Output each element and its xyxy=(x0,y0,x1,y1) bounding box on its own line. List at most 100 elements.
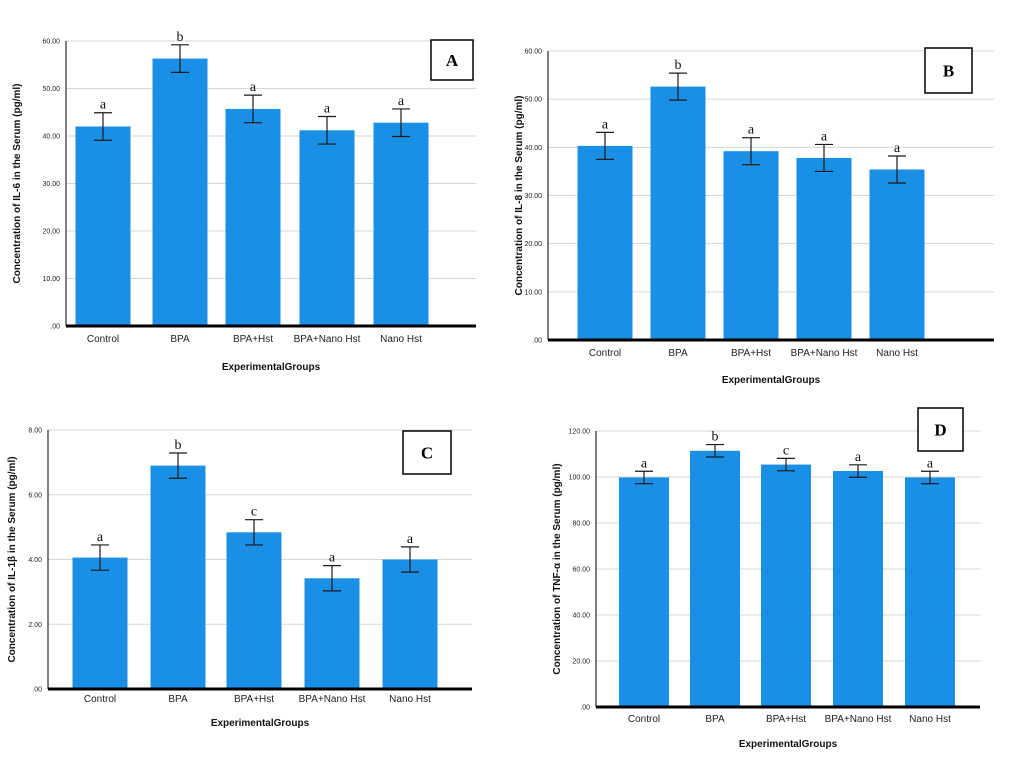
y-tick-label: 60.00 xyxy=(42,39,60,46)
category-label: Nano Hst xyxy=(380,334,422,345)
bar-4 xyxy=(869,169,925,340)
y-axis-title: Concentration of TNF-α in the Serum (pg/… xyxy=(552,463,563,674)
category-label: Control xyxy=(87,334,119,345)
x-axis-title: ExperimentalGroups xyxy=(222,362,321,373)
category-label: BPA+Hst xyxy=(233,334,273,345)
y-axis-title: Concentration of IL-1β in the Serum (pg/… xyxy=(7,456,18,662)
y-tick-label: 10.00 xyxy=(524,289,542,296)
bar-3 xyxy=(299,130,355,326)
category-label: Nano Hst xyxy=(389,694,431,705)
significance-label: a xyxy=(855,450,862,465)
y-tick-label: 20.00 xyxy=(42,229,60,236)
significance-label: a xyxy=(602,117,609,132)
panel-letter: B xyxy=(943,62,954,81)
y-tick-label: 50.00 xyxy=(42,86,60,93)
bar-0 xyxy=(619,477,669,707)
significance-label: b xyxy=(675,58,682,73)
y-tick-label: 60.00 xyxy=(572,567,590,574)
bar-3 xyxy=(833,471,883,707)
bar-1 xyxy=(152,58,208,326)
chart-panel-a: .00 10.00 20.00 30.00 40.00 50.00 60.00 a Contro… xyxy=(12,30,476,373)
category-label: BPA+Nano Hst xyxy=(825,714,892,725)
category-label: BPA xyxy=(170,334,190,345)
y-tick-label: .00 xyxy=(580,705,590,712)
y-tick-label: .00 xyxy=(532,338,542,345)
bar-4 xyxy=(905,477,955,707)
significance-label: a xyxy=(821,129,828,144)
significance-label: a xyxy=(329,551,336,566)
x-axis-title: ExperimentalGroups xyxy=(211,718,310,729)
category-label: BPA xyxy=(705,714,725,725)
category-label: BPA xyxy=(668,348,688,359)
y-tick-label: 30.00 xyxy=(42,181,60,188)
y-tick-label: 40.00 xyxy=(42,134,60,141)
significance-label: a xyxy=(100,98,107,113)
chart-panel-c: .00 2.00 4.00 6.00 8.00 a Control b BPA c BPA+Hst a… xyxy=(7,428,472,729)
y-tick-label: 60.00 xyxy=(524,49,542,56)
category-label: Nano Hst xyxy=(876,348,918,359)
significance-label: b xyxy=(175,438,182,453)
category-label: Control xyxy=(84,694,116,705)
y-tick-label: 20.00 xyxy=(572,659,590,666)
x-axis-title: ExperimentalGroups xyxy=(739,739,838,750)
y-axis-title: Concentration of IL-6 in the Serum (pg/m… xyxy=(12,84,23,284)
panel-letter-box xyxy=(430,39,474,81)
y-tick-label: 20.00 xyxy=(524,241,542,248)
category-label: BPA+Nano Hst xyxy=(791,348,858,359)
bar-3 xyxy=(796,157,852,340)
bar-4 xyxy=(382,559,438,689)
y-tick-label: 80.00 xyxy=(572,521,590,528)
panel-letter-box xyxy=(917,407,964,452)
category-label: BPA+Nano Hst xyxy=(294,334,361,345)
category-label: BPA xyxy=(168,694,188,705)
y-tick-label: .00 xyxy=(32,687,42,694)
bar-2 xyxy=(761,464,811,707)
y-tick-label: 2.00 xyxy=(28,622,42,629)
significance-label: a xyxy=(324,102,331,117)
category-label: BPA+Hst xyxy=(766,714,806,725)
category-label: Control xyxy=(589,348,621,359)
y-tick-label: 40.00 xyxy=(524,145,542,152)
significance-label: c xyxy=(783,443,789,458)
panel-letter: D xyxy=(934,421,946,440)
y-tick-label: 8.00 xyxy=(28,428,42,435)
x-axis-title: ExperimentalGroups xyxy=(722,375,821,386)
y-axis-title: Concentration of IL-8 in the Serum (pg/m… xyxy=(514,96,525,296)
y-tick-label: 40.00 xyxy=(572,613,590,620)
panel-letter-box xyxy=(402,430,452,475)
category-label: BPA+Hst xyxy=(234,694,274,705)
y-tick-label: 30.00 xyxy=(524,193,542,200)
significance-label: a xyxy=(407,532,414,547)
significance-label: a xyxy=(641,456,648,471)
bar-1 xyxy=(150,465,206,689)
bar-4 xyxy=(373,122,429,326)
bar-3 xyxy=(304,578,360,689)
category-label: Nano Hst xyxy=(909,714,951,725)
category-label: Control xyxy=(628,714,660,725)
significance-label: a xyxy=(97,530,104,545)
y-tick-label: .00 xyxy=(50,324,60,331)
panel-letter: A xyxy=(446,51,459,70)
y-tick-label: 100.00 xyxy=(569,475,591,482)
panel-letter: C xyxy=(421,444,433,463)
category-label: BPA+Hst xyxy=(731,348,771,359)
bar-2 xyxy=(723,151,779,340)
bar-1 xyxy=(650,86,706,340)
bar-0 xyxy=(72,557,128,689)
y-tick-label: 4.00 xyxy=(28,557,42,564)
significance-label: a xyxy=(927,456,934,471)
significance-label: b xyxy=(712,430,719,445)
y-tick-label: 6.00 xyxy=(28,492,42,499)
bar-2 xyxy=(226,532,282,689)
y-tick-label: 50.00 xyxy=(524,97,542,104)
bar-2 xyxy=(225,108,281,326)
y-tick-label: 10.00 xyxy=(42,276,60,283)
panel-letter-box xyxy=(924,47,973,94)
significance-label: a xyxy=(748,123,755,138)
bar-0 xyxy=(75,126,131,326)
bar-1 xyxy=(690,450,740,707)
chart-panel-b: .00 10.00 20.00 30.00 40.00 50.00 60.00 a Contro… xyxy=(514,47,994,386)
significance-label: a xyxy=(894,141,901,156)
category-label: BPA+Nano Hst xyxy=(299,694,366,705)
